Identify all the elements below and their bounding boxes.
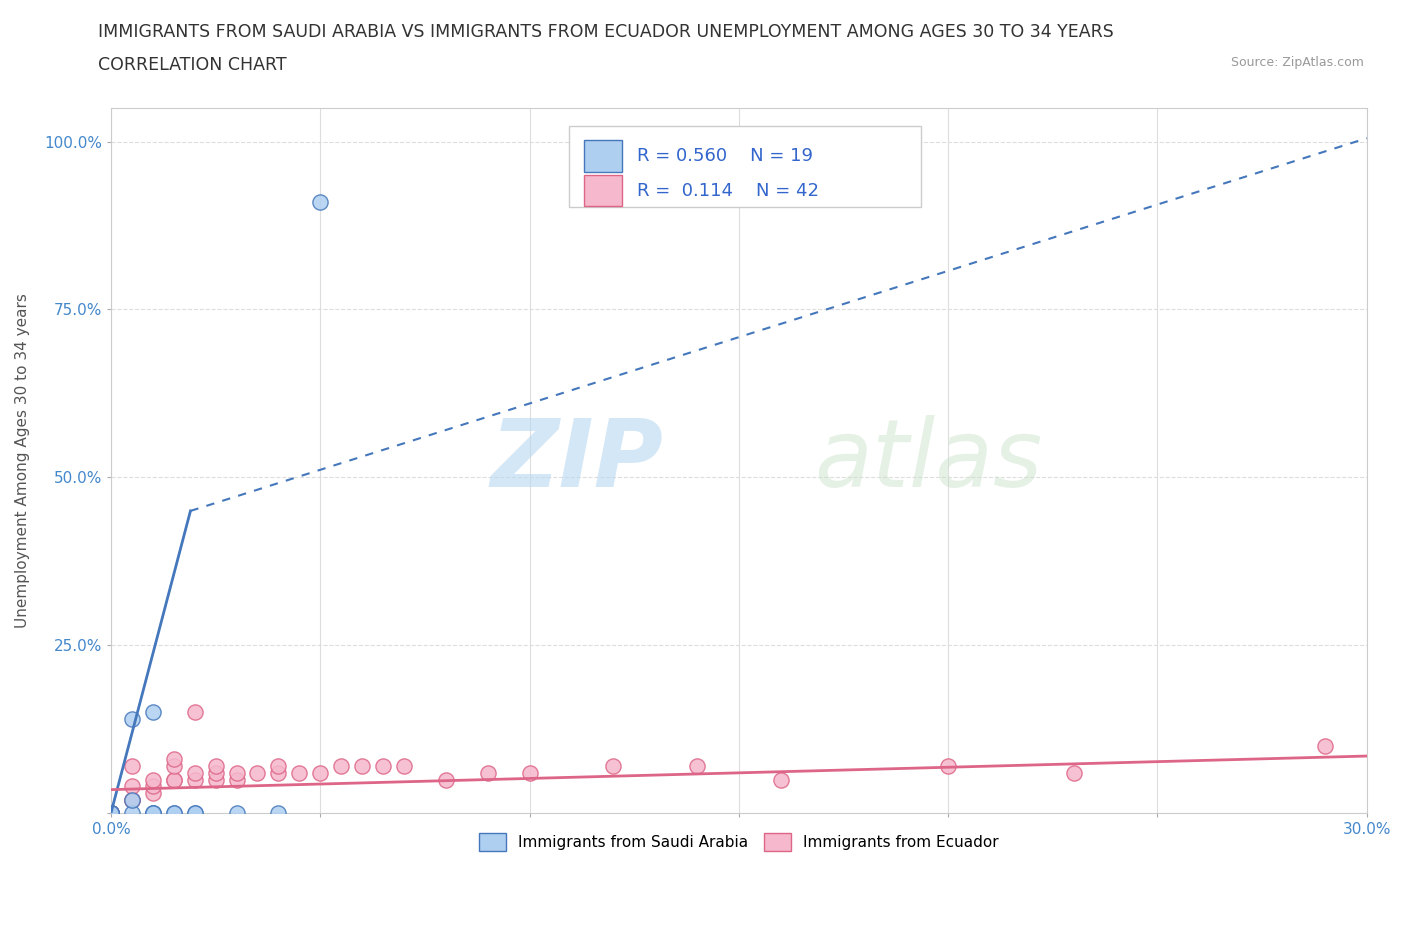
FancyBboxPatch shape	[569, 126, 921, 206]
Point	[936, 759, 959, 774]
Text: R = 0.560    N = 19: R = 0.560 N = 19	[637, 147, 813, 165]
Point	[183, 765, 205, 780]
Point	[142, 705, 165, 720]
Point	[392, 759, 415, 774]
Text: IMMIGRANTS FROM SAUDI ARABIA VS IMMIGRANTS FROM ECUADOR UNEMPLOYMENT AMONG AGES : IMMIGRANTS FROM SAUDI ARABIA VS IMMIGRAN…	[98, 23, 1114, 41]
Point	[100, 805, 122, 820]
FancyBboxPatch shape	[585, 175, 621, 206]
Point	[434, 772, 457, 787]
FancyBboxPatch shape	[585, 140, 621, 172]
Point	[769, 772, 792, 787]
Text: R =  0.114    N = 42: R = 0.114 N = 42	[637, 181, 820, 200]
Point	[163, 772, 186, 787]
Point	[142, 805, 165, 820]
Point	[100, 805, 122, 820]
Point	[519, 765, 541, 780]
Point	[267, 805, 290, 820]
Point	[246, 765, 269, 780]
Point	[142, 805, 165, 820]
Point	[100, 805, 122, 820]
Point	[183, 705, 205, 720]
Text: atlas: atlas	[814, 415, 1042, 506]
Point	[477, 765, 499, 780]
Legend: Immigrants from Saudi Arabia, Immigrants from Ecuador: Immigrants from Saudi Arabia, Immigrants…	[471, 826, 1007, 858]
Point	[1063, 765, 1085, 780]
Point	[686, 759, 709, 774]
Point	[204, 772, 226, 787]
Point	[142, 805, 165, 820]
Point	[371, 759, 394, 774]
Point	[267, 765, 290, 780]
Point	[121, 805, 143, 820]
Point	[163, 805, 186, 820]
Point	[142, 778, 165, 793]
Point	[1313, 738, 1336, 753]
Text: CORRELATION CHART: CORRELATION CHART	[98, 56, 287, 73]
Point	[100, 805, 122, 820]
Point	[163, 752, 186, 767]
Point	[204, 759, 226, 774]
Point	[100, 805, 122, 820]
Point	[100, 805, 122, 820]
Point	[183, 805, 205, 820]
Point	[183, 805, 205, 820]
Point	[330, 759, 353, 774]
Point	[100, 805, 122, 820]
Y-axis label: Unemployment Among Ages 30 to 34 years: Unemployment Among Ages 30 to 34 years	[15, 293, 30, 628]
Text: Source: ZipAtlas.com: Source: ZipAtlas.com	[1230, 56, 1364, 69]
Point	[100, 805, 122, 820]
Point	[309, 765, 332, 780]
Point	[309, 194, 332, 209]
Point	[225, 765, 247, 780]
Point	[121, 792, 143, 807]
Point	[204, 765, 226, 780]
Point	[100, 805, 122, 820]
Point	[225, 772, 247, 787]
Point	[163, 759, 186, 774]
Point	[225, 805, 247, 820]
Point	[121, 759, 143, 774]
Point	[121, 792, 143, 807]
Point	[267, 759, 290, 774]
Point	[163, 772, 186, 787]
Point	[288, 765, 311, 780]
Text: ZIP: ZIP	[491, 415, 664, 507]
Point	[121, 778, 143, 793]
Point	[602, 759, 624, 774]
Point	[142, 786, 165, 801]
Point	[142, 772, 165, 787]
Point	[100, 805, 122, 820]
Point	[183, 772, 205, 787]
Point	[121, 792, 143, 807]
Point	[163, 805, 186, 820]
Point	[352, 759, 374, 774]
Point	[121, 711, 143, 726]
